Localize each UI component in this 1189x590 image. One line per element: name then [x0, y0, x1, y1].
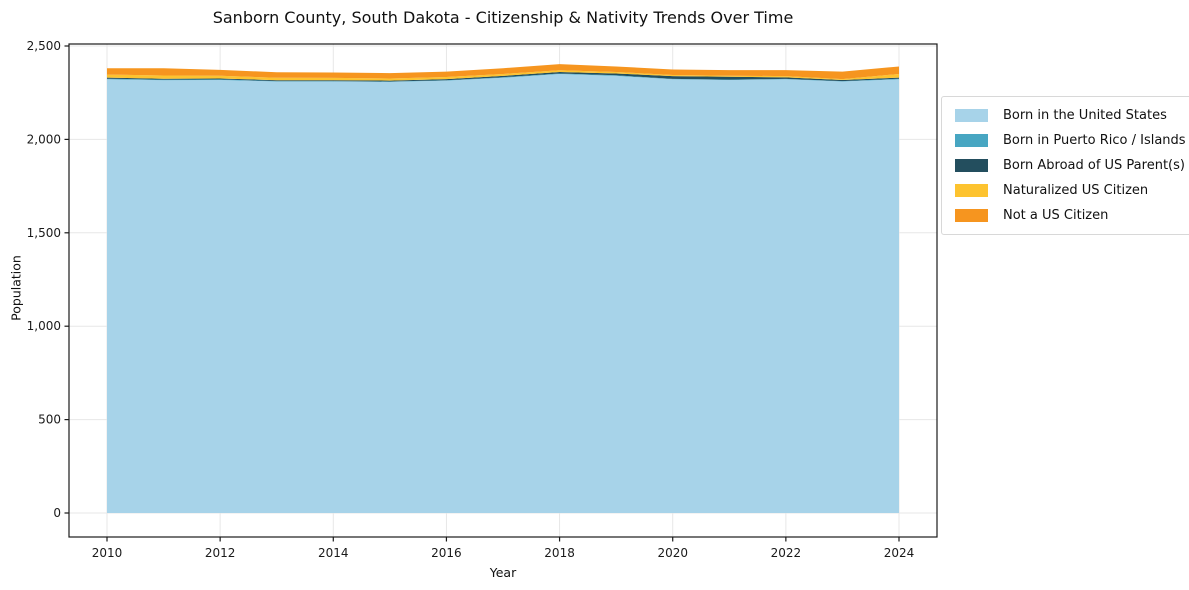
y-tick-label: 500	[38, 413, 61, 427]
x-tick-label: 2020	[657, 546, 688, 560]
area-series-born-in-the-united-states	[107, 74, 899, 513]
y-tick-label: 2,500	[27, 39, 61, 53]
x-tick-label: 2014	[318, 546, 349, 560]
y-tick-label: 1,500	[27, 226, 61, 240]
legend-swatch-icon	[955, 159, 988, 172]
plot-border	[68, 43, 938, 538]
x-tick-label: 2016	[431, 546, 462, 560]
legend-item-0: Born in the United States	[955, 108, 1186, 123]
x-tick-label: 2024	[884, 546, 915, 560]
x-tick-label: 2022	[771, 546, 802, 560]
legend-swatch-icon	[955, 109, 988, 122]
legend-swatch-icon	[955, 134, 988, 147]
legend-label: Not a US Citizen	[1003, 208, 1109, 223]
legend-label: Born in Puerto Rico / Islands	[1003, 133, 1186, 148]
legend-label: Born Abroad of US Parent(s)	[1003, 158, 1185, 173]
area-series-born-in-puerto-rico-islands	[107, 73, 899, 82]
y-axis-label: Population	[8, 255, 24, 321]
legend: Born in the United States Born in Puerto …	[941, 96, 1189, 235]
y-tick-label: 0	[53, 506, 61, 520]
legend-item-2: Born Abroad of US Parent(s)	[955, 158, 1186, 173]
legend-label: Born in the United States	[1003, 108, 1167, 123]
chart-title: Sanborn County, South Dakota - Citizensh…	[212, 8, 794, 27]
x-axis-label: Year	[489, 565, 517, 580]
x-tick-label: 2012	[205, 546, 236, 560]
legend-item-4: Not a US Citizen	[955, 208, 1186, 223]
x-tick-label: 2018	[544, 546, 575, 560]
y-tick-label: 2,000	[27, 132, 61, 146]
y-tick-label: 1,000	[27, 319, 61, 333]
legend-swatch-icon	[955, 184, 988, 197]
legend-label: Naturalized US Citizen	[1003, 183, 1149, 198]
legend-swatch-icon	[955, 209, 988, 222]
x-tick-label: 2010	[92, 546, 123, 560]
legend-item-1: Born in Puerto Rico / Islands	[955, 133, 1186, 148]
legend-item-3: Naturalized US Citizen	[955, 183, 1186, 198]
area-series-born-abroad-of-us-parent-s	[107, 72, 899, 82]
area-series-not-a-us-citizen	[107, 64, 899, 80]
area-series-naturalized-us-citizen	[107, 70, 899, 81]
